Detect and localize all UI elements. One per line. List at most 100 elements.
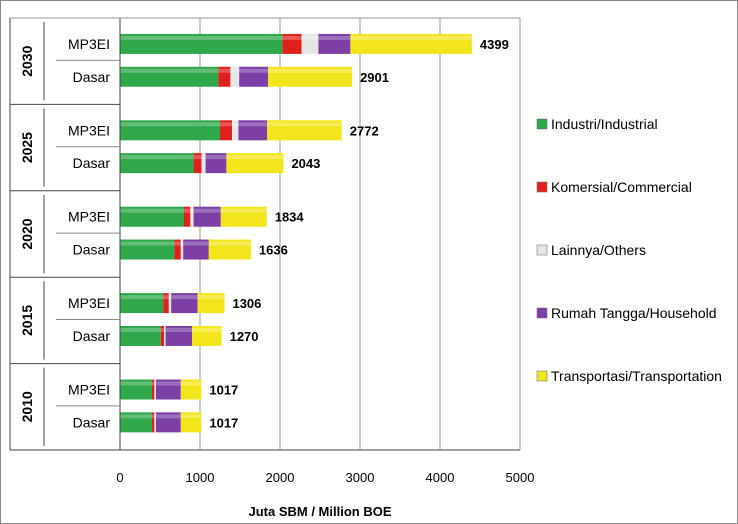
bar-segment [154, 412, 156, 433]
bar-segment-highlight [120, 414, 152, 419]
category-label: MP3EI [68, 122, 110, 138]
bar-segment [120, 325, 161, 346]
bar-segment [184, 206, 191, 227]
bar-segment-highlight [120, 327, 161, 332]
bar-segment-highlight [152, 381, 155, 386]
bar-segment-highlight [183, 241, 209, 246]
bar-segment [120, 293, 164, 314]
bar-segment [301, 33, 319, 54]
bar-segment-highlight [154, 414, 156, 419]
bar-segment [232, 120, 239, 141]
x-tick-label: 5000 [506, 470, 535, 485]
bar-segment-highlight [190, 208, 194, 213]
legend-swatch [536, 118, 548, 130]
data-label: 2901 [360, 70, 389, 85]
legend-label: Rumah Tangga/Household [551, 305, 717, 321]
bar-segment-highlight [192, 327, 222, 332]
bar-segment [165, 325, 192, 346]
bar-segment-highlight [184, 208, 191, 213]
bar-segment [197, 293, 225, 314]
bar-segment [220, 120, 232, 141]
bar-segment-highlight [120, 381, 152, 386]
bar-segment-highlight [220, 208, 267, 213]
bar-segment-highlight [197, 295, 225, 300]
year-label: 2015 [19, 305, 35, 336]
bar-segment-highlight [230, 68, 240, 73]
bar-segment-highlight [120, 35, 283, 40]
data-label: 2772 [350, 123, 379, 138]
bar-segment-highlight [164, 327, 166, 332]
bar-segment [160, 325, 164, 346]
bar-segment [180, 412, 202, 433]
data-label: 1017 [209, 383, 238, 398]
bar-segment-highlight [154, 381, 156, 386]
category-label: Dasar [73, 69, 111, 85]
bar-segment-highlight [268, 68, 353, 73]
bar-segment-highlight [205, 155, 227, 160]
legend-swatch [536, 370, 548, 382]
bar-segment-highlight [120, 68, 219, 73]
bar-segment [154, 379, 156, 400]
bar-segment [201, 153, 206, 174]
bars: 4399 2901 2772 2043 1834 1636 1306 1270 1017 1017 [120, 33, 509, 433]
bar-segment [238, 120, 268, 141]
bar-segment-highlight [156, 381, 181, 386]
bar-segment [193, 206, 221, 227]
year-label: 2025 [19, 132, 35, 163]
bar-segment [120, 66, 219, 87]
bar-segment [183, 239, 209, 260]
bar-segment [267, 120, 342, 141]
bar-segment-highlight [208, 241, 251, 246]
bar-segment-highlight [120, 241, 175, 246]
bar-segment [226, 153, 284, 174]
bar-segment-highlight [267, 122, 342, 127]
bar-segment [190, 206, 194, 227]
legend-swatch [536, 181, 548, 193]
bar-segment [120, 33, 283, 54]
legend-label: Industri/Industrial [551, 116, 658, 132]
bar-segment [171, 293, 198, 314]
bar-segment [120, 239, 175, 260]
x-tick-label: 4000 [426, 470, 455, 485]
bar-segment-highlight [282, 35, 302, 40]
x-tick-label: 0 [116, 470, 123, 485]
bar-segment-highlight [238, 122, 268, 127]
bar-segment-highlight [165, 327, 192, 332]
bar-segment [230, 66, 240, 87]
bar-segment-highlight [160, 327, 164, 332]
bar-segment [152, 412, 155, 433]
axes: 0 1000 2000 3000 4000 5000 2030 MP3EI Dasar 2025 M… [9, 17, 535, 485]
data-label: 1834 [275, 210, 305, 225]
bar-segment-highlight [201, 155, 206, 160]
bar-segment [208, 239, 251, 260]
x-tick-label: 3000 [346, 470, 375, 485]
category-label: MP3EI [68, 382, 110, 398]
bar-segment [156, 379, 181, 400]
bar-segment-highlight [174, 241, 181, 246]
category-label: Dasar [73, 328, 111, 344]
bar-segment [168, 293, 172, 314]
category-label: MP3EI [68, 36, 110, 52]
bar-segment-highlight [152, 414, 155, 419]
bar-segment-highlight [220, 122, 232, 127]
bar-segment [120, 206, 184, 227]
bar-segment-highlight [163, 295, 169, 300]
bar-segment-highlight [301, 35, 319, 40]
bar-segment [192, 325, 222, 346]
bar-segment [174, 239, 181, 260]
bar-segment-highlight [120, 295, 164, 300]
bar-segment [180, 379, 202, 400]
legend-swatch [536, 244, 548, 256]
x-axis-title: Juta SBM / Million BOE [248, 504, 391, 519]
bar-segment [218, 66, 231, 87]
category-label: MP3EI [68, 209, 110, 225]
data-label: 4399 [480, 37, 509, 52]
category-label: MP3EI [68, 295, 110, 311]
bar-segment-highlight [318, 35, 351, 40]
data-label: 1270 [230, 329, 259, 344]
x-tick-label: 1000 [186, 470, 215, 485]
bar-segment [120, 379, 152, 400]
bar-segment [193, 153, 202, 174]
bar-segment [205, 153, 227, 174]
